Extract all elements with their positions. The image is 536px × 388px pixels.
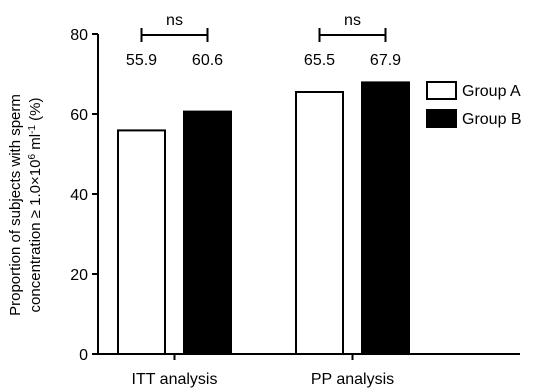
y-tick-label: 0 (79, 347, 88, 364)
bar-group-b-1 (361, 81, 410, 356)
bar-group-b-0 (183, 110, 232, 355)
category-label: PP analysis (311, 371, 394, 388)
y-axis: 0 20 40 60 80 (70, 27, 99, 364)
value-label: 60.6 (192, 52, 223, 69)
y-tick-label: 80 (70, 27, 88, 44)
y-axis-label: Proportion of subjects with sperm concen… (7, 94, 44, 316)
bar-group-a-0 (117, 129, 166, 355)
x-axis: ITT analysis PP analysis (98, 353, 520, 388)
legend-label: Group A (462, 83, 521, 100)
value-label: 55.9 (126, 52, 157, 69)
y-tick-label: 40 (70, 187, 88, 204)
y-axis-label-line1: Proportion of subjects with sperm (7, 94, 24, 316)
legend-swatch-group-b (426, 109, 457, 128)
significance-brackets: ns ns (140, 12, 387, 42)
legend-swatch-group-a (426, 81, 457, 100)
y-axis-label-line2: concentration ≥ 1.0×106 ml-1 (%) (27, 98, 45, 313)
y-tick-label: 60 (70, 107, 88, 124)
bars (117, 81, 410, 356)
y-tick-label: 20 (70, 267, 88, 284)
significance-label: ns (166, 12, 183, 29)
legend-label: Group B (462, 111, 522, 128)
category-label: ITT analysis (132, 371, 218, 388)
significance-label: ns (344, 12, 361, 29)
value-labels: 55.9 60.6 65.5 67.9 (126, 52, 401, 69)
value-label: 67.9 (370, 52, 401, 69)
bar-group-a-1 (295, 91, 344, 355)
legend: Group A Group B (426, 81, 522, 128)
value-label: 65.5 (304, 52, 335, 69)
